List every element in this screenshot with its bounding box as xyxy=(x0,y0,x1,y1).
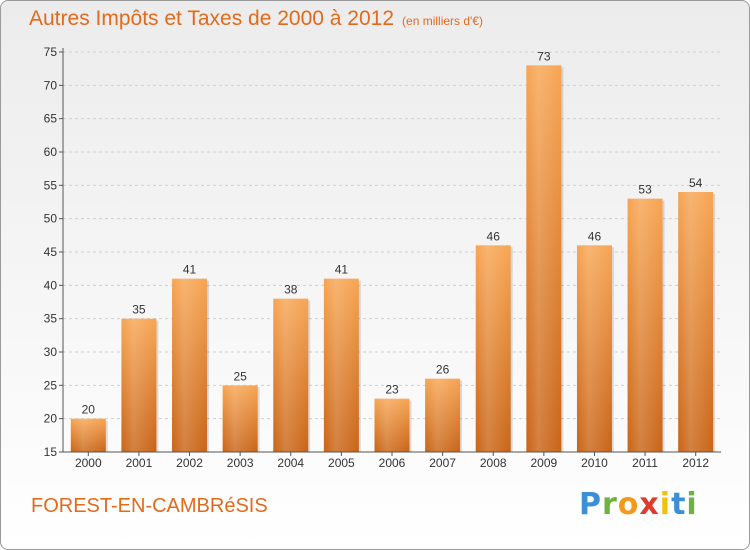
y-tick-label: 75 xyxy=(44,45,58,59)
bar-shine xyxy=(273,298,309,452)
x-tick-label-2008: 2008 xyxy=(480,456,507,470)
grid-lines xyxy=(63,51,721,420)
value-label-2008: 46 xyxy=(487,229,501,243)
value-label-2012: 54 xyxy=(689,176,703,190)
bar-shine xyxy=(222,385,258,452)
x-tick-label-2005: 2005 xyxy=(328,456,355,470)
value-label-2011: 53 xyxy=(638,183,652,197)
x-tick-label-2011: 2011 xyxy=(632,456,658,470)
bar-shine xyxy=(374,398,410,452)
logo-letter: P xyxy=(579,487,602,522)
y-tick-label: 50 xyxy=(44,212,58,226)
x-tick-label-2001: 2001 xyxy=(126,456,153,470)
value-label-2007: 26 xyxy=(436,363,450,377)
logo-letter: t xyxy=(671,487,687,522)
logo-letter: o xyxy=(617,487,640,522)
x-tick-label-2004: 2004 xyxy=(277,456,304,470)
axes: 15 20 25 30 35 40 45 50 55 60 65 70 75 2000 2001 2002 20… xyxy=(44,45,721,470)
bar-shine xyxy=(323,278,359,452)
y-tick-label: 30 xyxy=(44,345,58,359)
bar-shine xyxy=(121,318,157,452)
x-tick-label-2003: 2003 xyxy=(227,456,254,470)
value-label-2001: 35 xyxy=(132,303,146,317)
logo-letter: r xyxy=(602,487,618,522)
y-tick-label: 35 xyxy=(44,312,58,326)
chart-title: Autres Impôts et Taxes de 2000 à 2012 xyxy=(29,7,395,30)
x-tick-label-2012: 2012 xyxy=(682,456,709,470)
y-tick-label: 55 xyxy=(44,178,58,192)
y-tick-label: 45 xyxy=(44,245,58,259)
x-tick-label-2006: 2006 xyxy=(379,456,406,470)
logo-letter: i xyxy=(686,487,698,522)
bar-shine xyxy=(627,198,663,452)
value-label-2003: 25 xyxy=(233,369,247,383)
chart-title-block: Autres Impôts et Taxes de 2000 à 2012 (en… xyxy=(29,7,483,31)
x-tick-label-2009: 2009 xyxy=(530,456,557,470)
bar-shine xyxy=(425,378,461,452)
x-tick-label-2000: 2000 xyxy=(75,456,102,470)
x-tick-label-2002: 2002 xyxy=(176,456,203,470)
y-tick-label: 20 xyxy=(44,412,58,426)
bar-shine xyxy=(576,245,612,452)
x-tick-label-2010: 2010 xyxy=(581,456,608,470)
y-tick-label: 70 xyxy=(44,78,58,92)
value-label-2010: 46 xyxy=(588,229,602,243)
x-tick-label-2007: 2007 xyxy=(429,456,456,470)
bar-shine xyxy=(678,192,714,452)
bar-shine xyxy=(70,418,106,452)
bar-shine xyxy=(475,245,511,452)
value-label-2005: 41 xyxy=(335,263,349,277)
proxiti-logo: Proxiti xyxy=(579,487,698,522)
bars: 20 35 41 25 38 41 23 26 46 73 46 53 54 xyxy=(70,49,716,452)
logo-letter: i xyxy=(659,487,672,522)
y-tick-label: 60 xyxy=(44,145,58,159)
value-label-2000: 20 xyxy=(82,403,96,417)
logo-letter: x xyxy=(639,487,660,522)
value-label-2006: 23 xyxy=(385,383,399,397)
y-tick-label: 15 xyxy=(44,445,58,459)
commune-name: FOREST-EN-CAMBRéSIS xyxy=(31,495,268,517)
value-label-2009: 73 xyxy=(537,49,551,63)
value-label-2004: 38 xyxy=(284,283,298,297)
chart-subtitle: (en milliers d'€) xyxy=(402,14,484,28)
y-tick-label: 25 xyxy=(44,378,58,392)
bar-shine xyxy=(526,65,562,452)
value-label-2002: 41 xyxy=(183,263,197,277)
y-tick-label: 65 xyxy=(44,112,58,126)
bar-shine xyxy=(172,278,208,452)
y-tick-label: 40 xyxy=(44,278,58,292)
